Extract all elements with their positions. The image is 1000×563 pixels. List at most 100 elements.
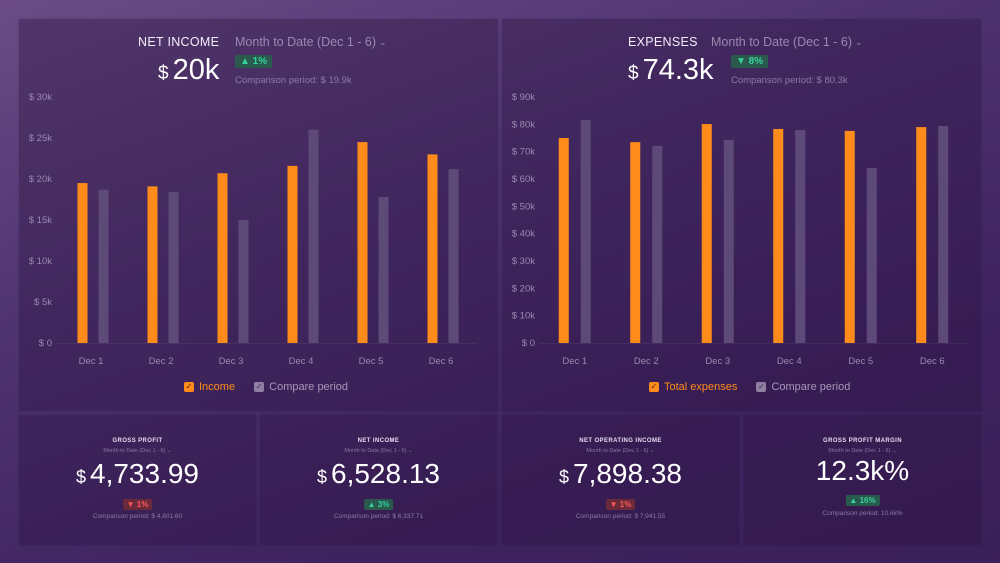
bar-primary[interactable] <box>558 138 569 343</box>
x-tick-label: Dec 1 <box>79 356 104 367</box>
currency-symbol: $ <box>558 467 569 487</box>
bar-compare[interactable] <box>580 119 591 344</box>
kpi-card-gross-profit: GROSS PROFIT Month to Date (Dec 1 - 6) ⌄… <box>19 415 256 545</box>
value-text: 4,733.99 <box>90 458 199 489</box>
bar-compare[interactable] <box>168 192 179 343</box>
value-text: 12.3k% <box>815 455 910 486</box>
bar-compare[interactable] <box>795 130 806 343</box>
kpi-card-gross-profit-margin: GROSS PROFIT MARGIN Month to Date (Dec 1… <box>744 415 981 545</box>
chevron-down-icon: ⌄ <box>891 448 897 454</box>
y-tick-label: $ 80k <box>512 119 535 130</box>
x-tick-label: Dec 5 <box>848 356 873 367</box>
y-tick-label: $ 50k <box>512 201 535 212</box>
bar-primary[interactable] <box>147 186 158 343</box>
bar-primary[interactable] <box>357 142 368 343</box>
change-badge: ▲ 3% <box>363 499 394 510</box>
y-tick-label: $ 20k <box>512 283 535 294</box>
comparison-text: Comparison period: $ 6,337.71 <box>333 513 424 520</box>
y-tick-label: $ 0 <box>522 338 535 349</box>
legend-toggle-compare[interactable]: ✓ Compare period <box>756 381 850 393</box>
checkbox-checked-icon: ✓ <box>254 382 265 392</box>
comparison-text: Comparison period: $ 19.9k <box>235 75 352 86</box>
currency-symbol: $ <box>628 63 639 84</box>
checkbox-checked-icon: ✓ <box>649 382 659 392</box>
value-text: 20k <box>172 54 220 86</box>
legend-toggle-compare[interactable]: ✓ Compare period <box>254 381 348 393</box>
y-tick-label: $ 30k <box>29 92 52 103</box>
bar-compare[interactable] <box>238 220 249 343</box>
period-label: Month to Date (Dec 1 - 6) <box>586 448 649 454</box>
period-dropdown[interactable]: Month to Date (Dec 1 - 6) ⌄ <box>235 35 387 49</box>
period-dropdown[interactable]: Month to Date (Dec 1 - 6) ⌄ <box>711 35 863 49</box>
y-tick-label: $ 60k <box>512 174 535 185</box>
bar-primary[interactable] <box>844 130 855 343</box>
legend-label: Income <box>199 381 236 393</box>
period-label: Month to Date (Dec 1 - 6) <box>344 448 407 454</box>
period-label: Month to Date (Dec 1 - 6) <box>235 35 377 49</box>
x-tick-label: Dec 5 <box>359 356 384 367</box>
y-tick-label: $ 5k <box>34 297 52 308</box>
value-text: 6,528.13 <box>331 458 440 489</box>
x-tick-label: Dec 6 <box>920 356 945 367</box>
kpi-card-net-income: NET INCOME Month to Date (Dec 1 - 6) ⌄ $… <box>260 415 497 545</box>
kpi-value: $4,733.99 <box>19 458 256 490</box>
y-tick-label: $ 90k <box>512 92 535 103</box>
bar-primary[interactable] <box>630 142 641 343</box>
currency-symbol: $ <box>316 467 327 487</box>
kpi-title: NET INCOME <box>357 438 400 444</box>
legend-toggle-total-expenses[interactable]: ✓ Total expenses <box>649 381 737 393</box>
y-tick-label: $ 25k <box>29 133 52 144</box>
chevron-down-icon: ⌄ <box>649 448 655 454</box>
bar-primary[interactable] <box>916 127 927 343</box>
comparison-text: Comparison period: $ 4,801.60 <box>92 513 183 520</box>
kpi-title: GROSS PROFIT <box>112 438 163 444</box>
period-dropdown[interactable]: Month to Date (Dec 1 - 6) ⌄ <box>502 448 739 454</box>
bar-compare[interactable] <box>98 189 109 343</box>
chevron-down-icon: ⌄ <box>166 448 172 454</box>
bar-compare[interactable] <box>448 169 459 343</box>
bar-compare[interactable] <box>378 197 389 343</box>
x-tick-label: Dec 3 <box>219 356 244 367</box>
x-tick-label: Dec 4 <box>289 356 314 367</box>
kpi-card-net-operating-income: NET OPERATING INCOME Month to Date (Dec … <box>502 415 739 545</box>
bar-compare[interactable] <box>652 145 663 343</box>
panel-title: NET INCOME <box>138 35 220 49</box>
bar-compare[interactable] <box>308 129 319 343</box>
currency-symbol: $ <box>158 63 169 84</box>
period-label: Month to Date (Dec 1 - 6) <box>103 448 166 454</box>
bar-primary[interactable] <box>773 128 784 343</box>
legend-toggle-income[interactable]: ✓ Income <box>184 381 235 393</box>
legend-label: Compare period <box>771 381 851 393</box>
y-tick-label: $ 30k <box>512 256 535 267</box>
change-badge: ▲ 1% <box>235 55 273 68</box>
period-dropdown[interactable]: Month to Date (Dec 1 - 6) ⌄ <box>744 448 981 454</box>
x-tick-label: Dec 2 <box>149 356 174 367</box>
bar-compare[interactable] <box>866 168 877 343</box>
bar-primary[interactable] <box>77 183 88 343</box>
value-text: 74.3k <box>642 54 714 86</box>
bar-primary[interactable] <box>217 173 228 343</box>
x-tick-label: Dec 3 <box>705 356 730 367</box>
bar-primary[interactable] <box>427 154 438 343</box>
period-dropdown[interactable]: Month to Date (Dec 1 - 6) ⌄ <box>260 448 497 454</box>
x-tick-label: Dec 4 <box>777 356 802 367</box>
change-badge: ▲ 16% <box>845 495 880 506</box>
period-label: Month to Date (Dec 1 - 6) <box>828 448 891 454</box>
bar-primary[interactable] <box>287 165 298 343</box>
legend-label: Total expenses <box>664 381 738 393</box>
comparison-text: Comparison period: 10.6k% <box>822 510 903 517</box>
kpi-title: NET OPERATING INCOME <box>579 438 662 444</box>
change-badge: ▼ 1% <box>122 499 153 510</box>
y-tick-label: $ 15k <box>29 215 52 226</box>
headline-value: $20k <box>158 54 219 87</box>
bar-compare[interactable] <box>723 139 734 343</box>
change-badge: ▼ 1% <box>605 499 636 510</box>
bar-compare[interactable] <box>938 125 949 344</box>
period-dropdown[interactable]: Month to Date (Dec 1 - 6) ⌄ <box>19 448 256 454</box>
headline-value: $74.3k <box>628 54 714 87</box>
currency-symbol: $ <box>75 467 86 487</box>
expenses-header: EXPENSES Month to Date (Dec 1 - 6) ⌄ $74.… <box>502 34 981 104</box>
chevron-down-icon: ⌄ <box>379 37 387 47</box>
comparison-text: Comparison period: $ 7,941.55 <box>575 513 666 520</box>
bar-primary[interactable] <box>701 124 712 343</box>
